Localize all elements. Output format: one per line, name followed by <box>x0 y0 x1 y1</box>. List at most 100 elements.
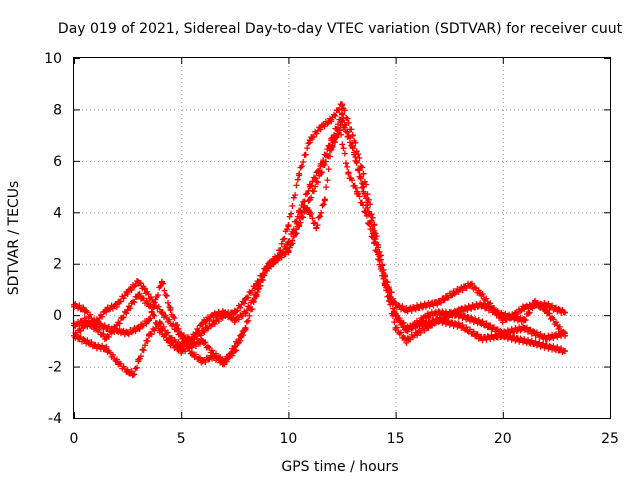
data-point <box>141 286 148 293</box>
data-point <box>124 289 131 295</box>
data-point <box>285 247 292 254</box>
data-point <box>188 343 195 349</box>
data-point <box>478 319 485 326</box>
y-tick-label: 10 <box>44 51 62 67</box>
data-point <box>317 170 324 177</box>
data-point <box>210 312 217 319</box>
data-point <box>313 224 320 231</box>
data-point <box>274 255 281 262</box>
data-point <box>178 332 185 339</box>
data-point <box>478 301 485 308</box>
axis-ticks: 0 5 10 15 20 25 -4 -2 0 2 4 6 8 10 <box>44 51 619 447</box>
data-point <box>178 348 185 355</box>
data-points <box>71 101 568 379</box>
data-point <box>345 170 352 177</box>
data-point <box>414 319 421 326</box>
data-point <box>328 145 335 151</box>
data-point <box>231 317 238 324</box>
data-point <box>103 335 110 342</box>
data-point <box>456 322 463 329</box>
data-point <box>92 325 99 331</box>
data-point <box>103 325 110 331</box>
data-point <box>161 312 168 319</box>
y-tick-label: 2 <box>53 257 62 273</box>
data-point <box>435 299 442 306</box>
data-point <box>414 304 421 311</box>
y-tick-label: -2 <box>48 360 62 376</box>
data-point <box>414 330 421 337</box>
data-point <box>392 325 399 331</box>
data-point <box>467 281 474 288</box>
data-point <box>199 358 206 365</box>
data-point <box>113 322 120 329</box>
data-point <box>339 101 345 108</box>
data-point <box>135 358 142 365</box>
data-point <box>561 309 568 316</box>
data-point <box>81 337 88 344</box>
data-point <box>371 240 378 247</box>
y-tick-label: 4 <box>53 205 62 221</box>
data-point <box>478 291 485 298</box>
data-point <box>349 132 356 139</box>
data-point <box>135 325 142 331</box>
data-point <box>317 163 324 169</box>
data-point <box>231 309 238 316</box>
data-point <box>167 307 174 313</box>
y-tick-label: -4 <box>48 411 62 427</box>
data-point <box>360 188 367 195</box>
data-point <box>456 286 463 293</box>
data-point <box>203 325 210 331</box>
data-point <box>499 330 506 337</box>
plot-frame <box>73 57 611 419</box>
data-point <box>135 278 142 285</box>
data-point <box>242 325 249 331</box>
series-track-3 <box>71 110 568 379</box>
data-point <box>403 327 410 334</box>
data-point <box>253 281 260 288</box>
data-point <box>124 368 131 375</box>
data-point <box>381 281 388 288</box>
data-point <box>521 325 528 331</box>
data-point <box>199 319 206 326</box>
data-point <box>188 350 195 357</box>
data-point <box>321 196 328 203</box>
series-markers <box>71 110 567 379</box>
data-point <box>392 301 399 308</box>
data-point <box>242 296 249 303</box>
data-point <box>306 196 313 203</box>
y-axis-label: SDTVAR / TECUs <box>6 181 22 296</box>
data-point <box>158 278 165 285</box>
data-point <box>92 343 99 349</box>
data-point <box>354 188 361 195</box>
data-point <box>113 301 120 308</box>
data-point <box>146 317 153 324</box>
data-point <box>328 116 335 123</box>
data-point <box>542 343 549 349</box>
data-point <box>306 137 313 144</box>
chart-title: Day 019 of 2021, Sidereal Day-to-day VTE… <box>58 21 623 37</box>
data-point <box>253 291 260 298</box>
data-point <box>521 317 528 324</box>
data-point <box>231 348 238 355</box>
data-point <box>542 307 549 313</box>
data-point <box>124 330 131 337</box>
data-point <box>371 222 378 229</box>
series-track-4 <box>71 290 249 365</box>
data-point <box>81 307 88 313</box>
data-point <box>306 209 313 216</box>
data-point <box>188 335 195 342</box>
data-point <box>317 124 324 131</box>
data-point <box>146 332 153 339</box>
x-axis-label: GPS time / hours <box>281 459 398 475</box>
data-point <box>403 307 410 313</box>
data-point <box>263 263 270 270</box>
data-point <box>561 348 568 355</box>
data-point <box>221 358 228 365</box>
data-point <box>339 111 345 118</box>
data-point <box>199 337 206 344</box>
data-point <box>285 222 292 229</box>
data-point <box>392 312 399 319</box>
y-tick-label: 8 <box>53 102 62 118</box>
data-point <box>360 170 367 177</box>
